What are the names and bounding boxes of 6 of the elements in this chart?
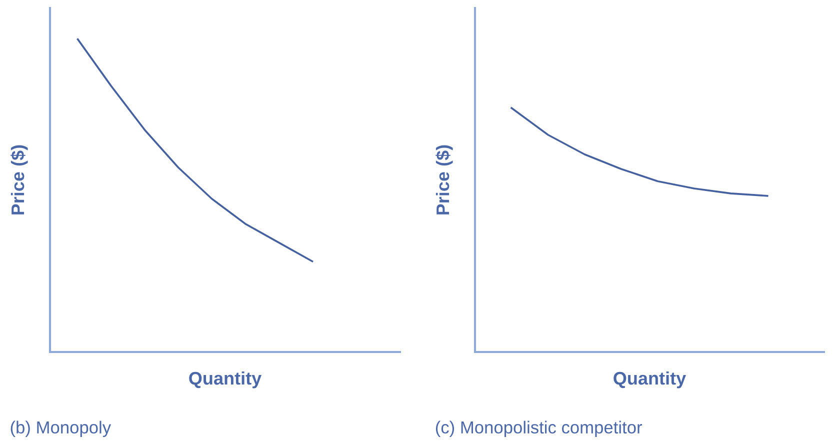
- text: (b) Monopoly: [10, 420, 112, 437]
- y-axis-title: Price ($): [10, 145, 28, 214]
- x-axis-title: Quantity: [614, 371, 686, 388]
- text: (c) Monopolistic competitor: [436, 420, 642, 437]
- y-axis-title: Price ($): [436, 145, 453, 214]
- x-axis-title: Quantity: [189, 371, 262, 388]
